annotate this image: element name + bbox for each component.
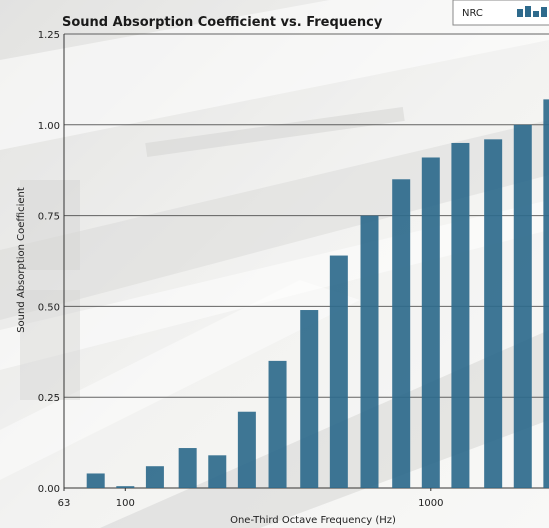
- bar: [513, 124, 532, 489]
- y-axis-label: Sound Absorption Coefficient: [16, 187, 27, 333]
- y-tick-label: 0.00: [38, 484, 60, 495]
- legend-swatch-icon: [517, 6, 547, 17]
- bar: [329, 255, 348, 488]
- bar: [145, 466, 164, 488]
- bar: [237, 411, 256, 488]
- legend-label: NRC: [462, 8, 483, 19]
- bar: [360, 215, 379, 488]
- x-tick-labels: 6310010006300: [58, 488, 444, 509]
- bar: [300, 310, 319, 488]
- y-tick-label: 1.00: [38, 121, 60, 132]
- chart-title: Sound Absorption Coefficient vs. Frequen…: [62, 15, 383, 30]
- bar: [268, 360, 287, 488]
- x-tick-label: 1000: [418, 498, 443, 509]
- bar: [392, 179, 411, 488]
- bar: [178, 448, 197, 488]
- y-tick-labels: 0.00 0.25 0.50 0.75 1.00 1.25: [38, 30, 60, 495]
- bars: [86, 99, 549, 489]
- bar: [484, 139, 503, 488]
- y-tick-label: 0.25: [38, 393, 60, 404]
- y-tick-label: 1.25: [38, 30, 60, 41]
- bar: [421, 157, 440, 489]
- y-tick-label: 0.75: [38, 212, 60, 223]
- bar: [543, 99, 549, 488]
- x-tick-label: 100: [116, 498, 135, 509]
- legend: NRC: [452, 0, 549, 26]
- bar: [451, 142, 470, 488]
- y-tick-label: 0.50: [38, 302, 60, 313]
- x-tick-label: 63: [58, 498, 71, 509]
- bar: [116, 486, 135, 488]
- bar: [208, 455, 227, 488]
- bar: [86, 473, 105, 488]
- x-axis-label: One-Third Octave Frequency (Hz): [230, 515, 396, 526]
